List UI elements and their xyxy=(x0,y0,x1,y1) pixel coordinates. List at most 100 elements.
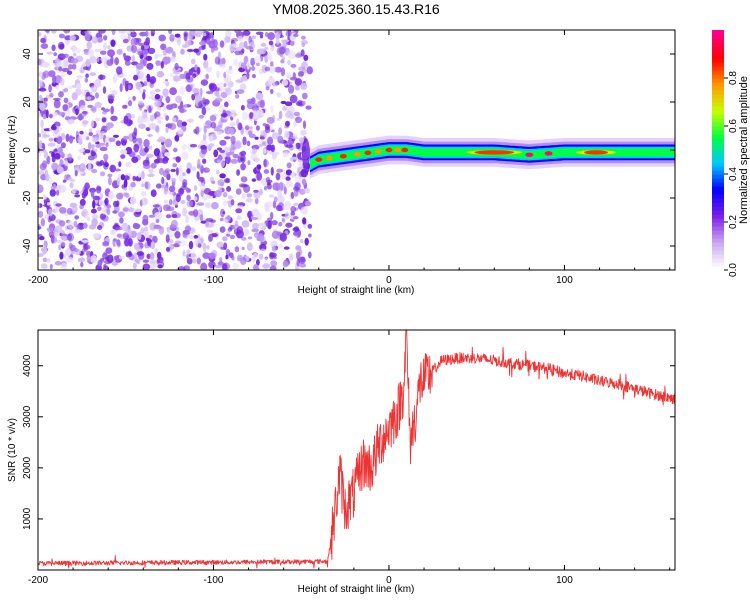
spectrogram-noise-cell xyxy=(271,245,277,252)
colorbar-cell xyxy=(712,218,724,223)
spectrogram-noise-cell xyxy=(185,214,189,224)
spectrogram-noise-cell xyxy=(98,199,105,206)
spectrogram-noise-cell xyxy=(58,66,63,72)
spectrogram-noise-cell xyxy=(206,38,211,45)
spectrogram-noise-cell xyxy=(91,214,99,220)
spectrogram-noise-cell xyxy=(214,56,221,65)
spectrogram-noise-cell xyxy=(216,241,224,249)
spectrogram-noise-cell xyxy=(247,236,253,240)
carrier-hotspot xyxy=(394,147,402,153)
spectrogram-noise-cell xyxy=(40,263,48,269)
spectrogram-noise-cell xyxy=(114,222,119,227)
spectrogram-noise-cell xyxy=(293,189,299,197)
spectrogram-noise-cell xyxy=(308,251,312,259)
spectrogram-noise-cell xyxy=(239,83,247,91)
spectrogram-noise-cell xyxy=(50,234,55,244)
spectrogram-noise-cell xyxy=(105,247,113,254)
spectrogram-noise-cell xyxy=(290,206,297,213)
spectrogram-noise-cell xyxy=(146,237,150,242)
spectrogram-noise-cell xyxy=(38,226,42,230)
spectrogram-noise-cell xyxy=(293,145,297,150)
spectrogram-noise-cell xyxy=(59,220,66,227)
spectrogram-noise-cell xyxy=(40,43,49,49)
spectrogram-noise-cell xyxy=(216,147,223,151)
spectrogram-noise-cell xyxy=(51,162,59,171)
spectrogram-noise-cell xyxy=(219,226,226,233)
spectrogram-noise-cell xyxy=(236,254,243,262)
spectrogram-noise-cell xyxy=(154,248,159,255)
spectrogram-noise-cell xyxy=(103,161,109,170)
spectrogram-noise-cell xyxy=(240,157,245,162)
colorbar-cell xyxy=(712,30,724,35)
spectrogram-noise-cell xyxy=(97,206,102,212)
spectrogram-noise-cell xyxy=(108,176,112,186)
spectrogram-noise-cell xyxy=(92,195,101,201)
spectrogram-noise-cell xyxy=(208,191,216,196)
spectrogram-noise-cell xyxy=(190,83,194,89)
spectrogram-noise-cell xyxy=(278,243,284,249)
spectrogram-noise-cell xyxy=(279,232,287,242)
spectrogram-noise-cell xyxy=(296,100,304,106)
spectrogram-noise-cell xyxy=(227,195,233,200)
spectrogram-noise-cell xyxy=(290,39,295,47)
carrier-hotspot xyxy=(339,154,347,159)
spectrogram-noise-cell xyxy=(181,144,188,151)
spectrogram-noise-cell xyxy=(102,86,107,94)
spectrogram-noise-cell xyxy=(254,136,259,140)
spectrogram-noise-cell xyxy=(204,221,209,228)
colorbar-cell xyxy=(712,94,724,99)
colorbar-cell xyxy=(712,34,724,39)
spectrogram-noise-cell xyxy=(116,48,123,55)
spectrogram-noise-cell xyxy=(176,119,184,128)
spectrogram-noise-cell xyxy=(264,54,269,63)
spectrogram-noise-cell xyxy=(116,226,123,231)
spectrogram-noise-cell xyxy=(298,66,306,71)
spectrogram-noise-cell xyxy=(246,140,251,147)
spectrogram-noise-cell xyxy=(95,129,101,134)
colorbar-cell xyxy=(712,234,724,239)
spectrogram-noise-cell xyxy=(148,122,157,130)
spectrogram-noise-cell xyxy=(96,186,102,191)
y-tick-label: -20 xyxy=(22,190,33,205)
spectrogram-noise-cell xyxy=(173,75,180,82)
spectrogram-noise-cell xyxy=(50,125,57,131)
spectrogram-noise-cell xyxy=(271,150,277,160)
colorbar-gradient xyxy=(712,30,724,271)
spectrogram-noise-cell xyxy=(277,30,283,36)
x-tick-label: 0 xyxy=(386,575,392,586)
spectrogram-noise-cell xyxy=(198,114,205,119)
spectrogram-noise-cell xyxy=(77,156,81,160)
spectrogram-noise-cell xyxy=(150,90,155,97)
spectrogram-noise-cell xyxy=(225,254,229,260)
spectrogram-noise-cell xyxy=(144,226,148,231)
spectrogram-noise-cell xyxy=(240,62,247,69)
colorbar-cell xyxy=(712,266,724,271)
spectrogram-noise-cell xyxy=(130,31,137,38)
spectrogram-noise-cell xyxy=(222,263,228,270)
spectrogram-noise-cell xyxy=(38,253,44,258)
spectrogram-noise-cell xyxy=(66,207,73,215)
spectrogram-noise-cell xyxy=(239,151,243,157)
spectrogram-noise-cell xyxy=(206,167,210,172)
spectrogram-noise-cell xyxy=(90,189,95,198)
spectrogram-noise-cell xyxy=(70,58,79,64)
spectrogram-carrier-marks xyxy=(310,135,675,179)
colorbar-cell xyxy=(712,38,724,43)
spectrogram-noise-cell xyxy=(186,48,194,53)
spectrogram-noise-cell xyxy=(86,136,90,141)
spectrogram-noise-cell xyxy=(48,113,53,119)
spectrogram-noise-cell xyxy=(94,48,102,53)
spectrogram-noise-cell xyxy=(233,58,239,67)
spectrogram-noise-cell xyxy=(38,71,43,77)
spectrogram-noise-cell xyxy=(51,44,56,52)
spectrogram-noise-cell xyxy=(97,259,103,267)
spectrogram-noise-cell xyxy=(224,178,230,183)
spectrogram-noise-cell xyxy=(100,56,109,63)
spectrogram-noise-cell xyxy=(63,30,71,34)
colorbar-cell xyxy=(712,154,724,159)
spectrogram-noise-cell xyxy=(73,52,77,57)
colorbar-cell xyxy=(712,134,724,139)
spectrogram-noise-cell xyxy=(95,92,99,99)
spectrogram-noise-cell xyxy=(293,111,301,117)
